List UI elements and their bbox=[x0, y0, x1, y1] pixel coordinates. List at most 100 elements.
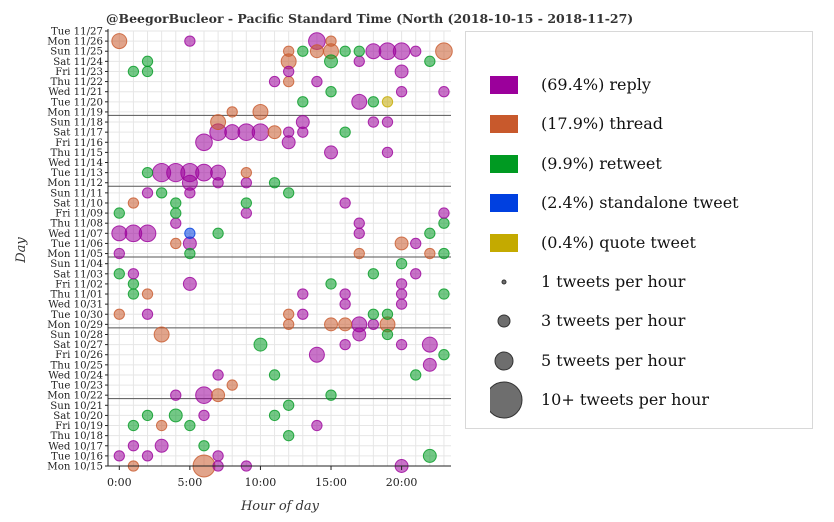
data-point bbox=[253, 337, 268, 352]
data-point bbox=[184, 419, 196, 432]
data-point bbox=[308, 346, 325, 363]
y-tick-label: Thu 11/08 bbox=[50, 219, 103, 230]
legend-item-reply: (69.4%) reply bbox=[466, 70, 806, 100]
y-tick-label: Wed 10/31 bbox=[48, 300, 103, 311]
data-point bbox=[153, 326, 170, 343]
y-tick-label: Fri 11/16 bbox=[55, 138, 103, 149]
data-point bbox=[226, 106, 238, 118]
data-point bbox=[324, 317, 338, 332]
y-tick-label: Sun 11/18 bbox=[50, 118, 103, 129]
y-tick-label: Mon 10/15 bbox=[47, 462, 103, 473]
data-point bbox=[155, 419, 168, 432]
data-point bbox=[353, 247, 365, 260]
legend-label: (17.9%) thread bbox=[541, 114, 664, 134]
data-points bbox=[111, 32, 453, 478]
data-point bbox=[268, 369, 281, 381]
y-tick-label: Thu 10/18 bbox=[50, 431, 103, 442]
legend-label: 3 tweets per hour bbox=[541, 311, 686, 331]
data-point bbox=[240, 207, 252, 219]
data-point bbox=[438, 207, 450, 219]
legend-size-circle bbox=[501, 279, 507, 285]
data-point bbox=[339, 288, 351, 300]
data-point bbox=[283, 126, 295, 138]
data-point bbox=[438, 247, 450, 260]
legend-size-marker bbox=[501, 279, 507, 285]
legend-swatch bbox=[490, 115, 518, 134]
legend-label: (9.9%) retweet bbox=[541, 153, 662, 173]
data-point bbox=[435, 42, 453, 61]
data-point bbox=[394, 236, 409, 251]
data-point bbox=[311, 419, 323, 432]
data-point bbox=[127, 288, 140, 300]
data-point bbox=[410, 237, 422, 250]
legend-size-item: 3 tweets per hour bbox=[466, 306, 806, 336]
x-tick-label: 10:00 bbox=[245, 476, 277, 489]
y-tick-label: Fri 10/19 bbox=[55, 421, 103, 432]
x-tick-label: 0:00 bbox=[107, 476, 132, 489]
data-point bbox=[367, 268, 380, 280]
y-tick-label: Mon 10/22 bbox=[47, 391, 103, 402]
data-point bbox=[367, 96, 380, 108]
y-tick-label: Sun 10/28 bbox=[50, 330, 103, 341]
y-tick-label: Sun 11/25 bbox=[50, 47, 103, 58]
y-tick-label: Tue 11/20 bbox=[51, 97, 103, 108]
y-tick-label: Mon 10/29 bbox=[47, 320, 103, 331]
data-point bbox=[339, 45, 351, 57]
data-point bbox=[422, 448, 437, 463]
data-point bbox=[395, 278, 408, 290]
legend-label: (69.4%) reply bbox=[541, 75, 651, 94]
data-point bbox=[438, 86, 450, 98]
data-point bbox=[381, 146, 394, 159]
data-point bbox=[252, 103, 269, 120]
data-point bbox=[184, 247, 196, 260]
data-point bbox=[283, 65, 295, 78]
data-point bbox=[111, 225, 128, 242]
legend-item-quote: (0.4%) quote tweet bbox=[466, 228, 806, 258]
data-point bbox=[410, 45, 422, 57]
data-point bbox=[113, 268, 125, 280]
data-point bbox=[424, 247, 436, 260]
data-point bbox=[141, 450, 154, 462]
data-point bbox=[325, 86, 337, 98]
data-point bbox=[338, 317, 353, 332]
data-point bbox=[267, 125, 282, 140]
y-tick-label: Fri 11/23 bbox=[55, 67, 103, 78]
data-point bbox=[438, 349, 450, 361]
data-point bbox=[353, 55, 365, 68]
y-tick-label: Sat 10/20 bbox=[53, 411, 103, 422]
week-separators bbox=[108, 114, 451, 400]
data-point bbox=[410, 268, 422, 280]
data-point bbox=[325, 389, 337, 401]
data-point bbox=[381, 308, 394, 320]
y-tick-label: Wed 10/24 bbox=[48, 370, 103, 381]
y-tick-label: Fri 11/09 bbox=[55, 209, 103, 220]
data-point bbox=[325, 278, 337, 290]
x-axis-label: Hour of day bbox=[240, 499, 320, 514]
data-point bbox=[170, 197, 182, 209]
y-tick-label: Wed 10/17 bbox=[48, 441, 103, 452]
data-point bbox=[212, 177, 224, 189]
y-tick-label: Tue 10/16 bbox=[51, 451, 103, 462]
data-point bbox=[251, 123, 270, 141]
legend-size-marker bbox=[497, 314, 511, 328]
data-point bbox=[392, 42, 411, 61]
data-point bbox=[381, 96, 394, 108]
data-point bbox=[170, 389, 182, 401]
data-point bbox=[283, 45, 295, 57]
data-point bbox=[325, 35, 337, 47]
data-point bbox=[339, 298, 351, 310]
data-point bbox=[168, 408, 183, 423]
data-point bbox=[127, 65, 140, 78]
data-point bbox=[283, 75, 295, 88]
data-point bbox=[127, 440, 140, 452]
data-point bbox=[240, 177, 252, 189]
legend-swatch bbox=[490, 76, 518, 94]
data-point bbox=[184, 187, 196, 199]
legend-size-item: 1 tweets per hour bbox=[466, 267, 806, 297]
data-point bbox=[283, 308, 295, 320]
y-tick-label: Sat 11/03 bbox=[53, 269, 103, 280]
data-point bbox=[113, 247, 125, 260]
data-point bbox=[421, 336, 438, 353]
data-point bbox=[195, 133, 213, 152]
data-point bbox=[268, 177, 281, 189]
